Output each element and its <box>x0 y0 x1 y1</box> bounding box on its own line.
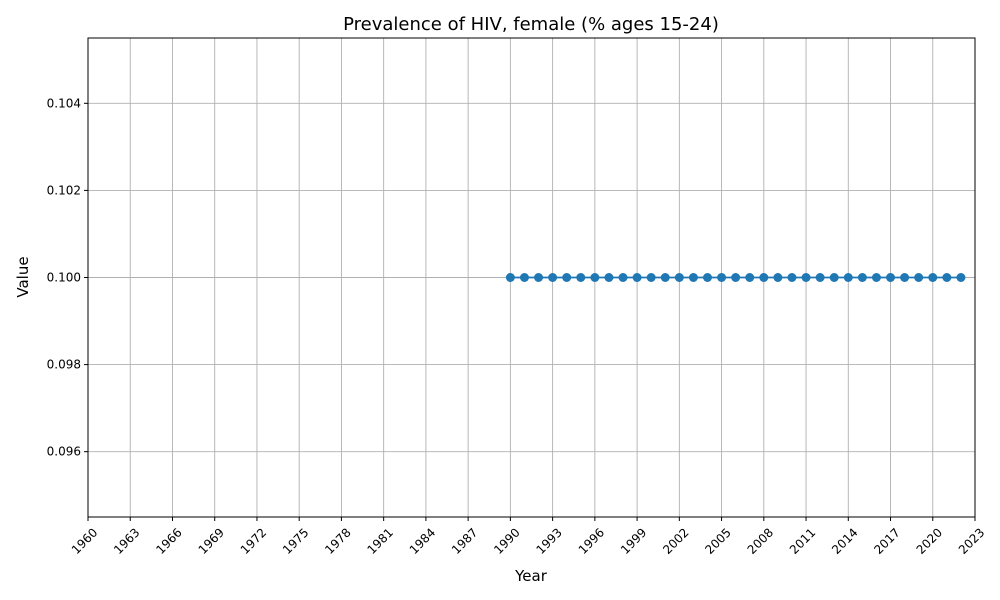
y-tick-label: 0.104 <box>47 96 81 110</box>
x-tick-label: 2023 <box>956 525 987 556</box>
data-point <box>815 273 825 282</box>
data-point <box>731 273 741 282</box>
data-point <box>702 273 712 282</box>
data-point <box>646 273 656 282</box>
data-point <box>604 273 614 282</box>
y-tick-label: 0.100 <box>47 271 81 285</box>
data-point <box>956 273 966 282</box>
data-point <box>928 273 938 282</box>
x-tick-label: 1993 <box>533 525 564 556</box>
x-tick-label: 1966 <box>153 525 184 556</box>
data-point <box>590 273 600 282</box>
data-point <box>745 273 755 282</box>
chart-title: Prevalence of HIV, female (% ages 15-24) <box>343 14 719 35</box>
x-tick-label: 2017 <box>871 525 902 556</box>
data-point <box>773 273 783 282</box>
x-axis-label: Year <box>514 567 548 585</box>
x-tick-label: 2014 <box>829 525 860 556</box>
x-tick-label: 1969 <box>196 525 227 556</box>
x-tick-label: 1972 <box>238 525 269 556</box>
x-tick-label: 1996 <box>576 525 607 556</box>
data-point <box>519 273 529 282</box>
y-axis-label: Value <box>14 256 32 297</box>
x-tick-label: 1960 <box>69 525 100 556</box>
data-point <box>618 273 628 282</box>
data-point <box>886 273 896 282</box>
data-point <box>660 273 670 282</box>
tick-layer: 1960 1963 1966 1969 1972 1975 1978 1981 1984 1987… <box>47 96 988 557</box>
data-point <box>843 273 853 282</box>
data-point <box>717 273 727 282</box>
data-point <box>759 273 769 282</box>
data-point <box>674 273 684 282</box>
x-tick-label: 2005 <box>702 525 733 556</box>
x-tick-label: 2008 <box>745 525 776 556</box>
data-point <box>505 273 515 282</box>
x-tick-label: 1984 <box>407 525 438 556</box>
x-tick-label: 1987 <box>449 525 480 556</box>
data-point <box>829 273 839 282</box>
y-tick-label: 0.102 <box>47 183 81 197</box>
x-tick-label: 2020 <box>914 525 945 556</box>
data-point <box>857 273 867 282</box>
data-point <box>787 273 797 282</box>
data-point <box>562 273 572 282</box>
y-tick-label: 0.098 <box>47 358 81 372</box>
data-point <box>576 273 586 282</box>
x-tick-label: 1963 <box>111 525 142 556</box>
data-point <box>632 273 642 282</box>
data-point <box>801 273 811 282</box>
data-point <box>548 273 558 282</box>
x-tick-label: 1981 <box>365 525 396 556</box>
data-point <box>942 273 952 282</box>
x-tick-label: 1999 <box>618 525 649 556</box>
data-point <box>688 273 698 282</box>
x-tick-label: 1990 <box>491 525 522 556</box>
data-point <box>871 273 881 282</box>
data-point <box>914 273 924 282</box>
x-tick-label: 1978 <box>322 525 353 556</box>
series-layer <box>505 273 966 282</box>
data-point <box>534 273 544 282</box>
x-tick-label: 1975 <box>280 525 311 556</box>
x-tick-label: 2002 <box>660 525 691 556</box>
x-tick-label: 2011 <box>787 525 818 556</box>
data-point <box>900 273 910 282</box>
y-tick-label: 0.096 <box>47 445 81 459</box>
